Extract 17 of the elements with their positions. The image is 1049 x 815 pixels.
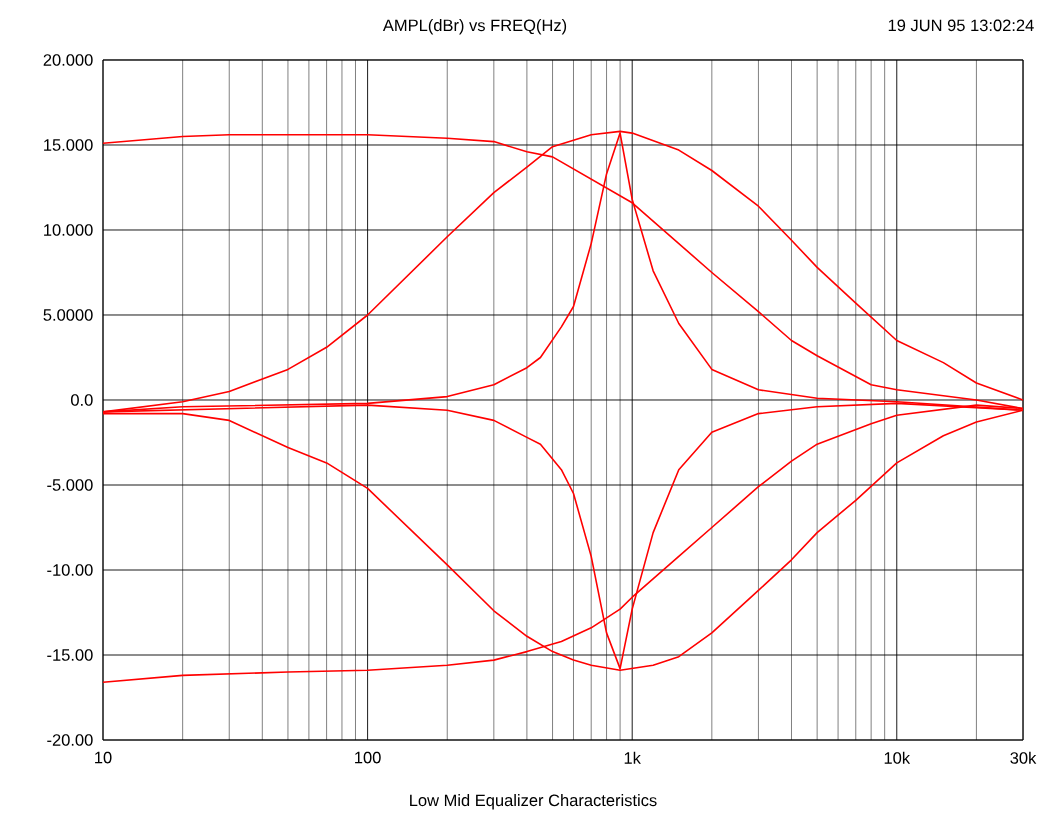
y-tick-label: -20.00 <box>47 734 93 746</box>
x-tick-label: 1k <box>624 751 641 764</box>
x-tick-label: 10k <box>884 751 911 764</box>
y-tick-label: 10.000 <box>44 224 93 236</box>
y-tick-label: -15.00 <box>47 649 93 661</box>
y-tick-label: -5.000 <box>47 479 93 491</box>
text: 19 JUN 95 13:02:24 <box>888 19 1034 32</box>
x-tick-label: 100 <box>355 751 381 764</box>
x-tick-label: 30k <box>1010 751 1037 764</box>
x-axis-title: Low Mid Equalizer Characteristics <box>410 794 657 810</box>
y-tick-label: 5.0000 <box>43 309 93 321</box>
chart-title: AMPL(dBr) vs FREQ(Hz) <box>382 19 567 35</box>
y-tick-label: 20.000 <box>43 54 93 66</box>
y-tick-label: 0.0 <box>71 394 93 406</box>
y-tick-label: 15.000 <box>44 139 93 151</box>
x-tick-label: 10 <box>95 751 112 764</box>
y-tick-label: -10.00 <box>47 564 93 576</box>
